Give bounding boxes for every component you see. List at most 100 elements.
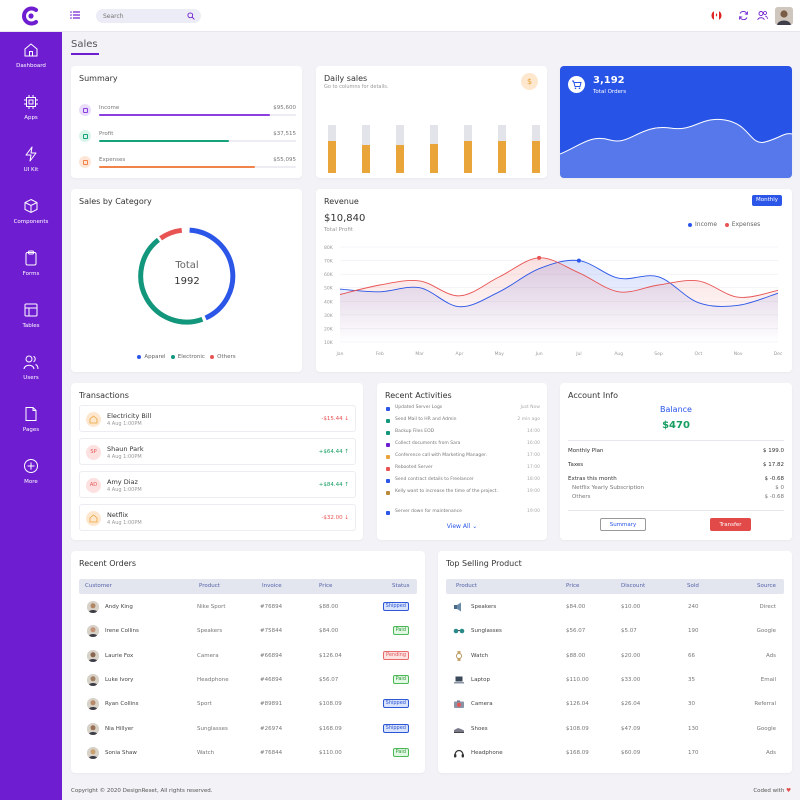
activity-item[interactable]: Server down for maintenance 19:00 bbox=[386, 509, 540, 517]
table-row[interactable]: Andy King Nike Sport #76894 $88.00 Shipped bbox=[71, 601, 425, 615]
table-row[interactable]: Laurie Fox Camera #66894 $126.04 Pending bbox=[71, 649, 425, 664]
data-point-income[interactable] bbox=[576, 258, 581, 263]
series-line-income[interactable] bbox=[339, 259, 779, 308]
users-icon[interactable] bbox=[757, 10, 768, 21]
transaction-row[interactable]: SP Shaun Park 4 Aug 1:00PM +$64.44 ↑ bbox=[79, 438, 356, 465]
daily-sales-bar[interactable] bbox=[328, 141, 336, 173]
data-point-income[interactable] bbox=[459, 306, 460, 307]
data-point-expenses[interactable] bbox=[618, 291, 619, 292]
search-input[interactable] bbox=[103, 11, 183, 21]
col-sold[interactable]: Sold bbox=[687, 583, 699, 589]
transaction-row[interactable]: AD Amy Diaz 4 Aug 1:00PM +$84.44 ↑ bbox=[79, 471, 356, 498]
data-point-expenses[interactable] bbox=[419, 280, 420, 281]
shoes-icon bbox=[453, 724, 465, 734]
table-row[interactable]: Laptop $110.00 $33.00 35 Email bbox=[438, 674, 792, 688]
data-point-expenses[interactable] bbox=[339, 294, 340, 295]
table-row[interactable]: Headphone $168.09 $60.09 170 Ads bbox=[438, 747, 792, 761]
col-discount[interactable]: Discount bbox=[621, 583, 646, 589]
data-point-income[interactable] bbox=[658, 276, 659, 277]
table-row[interactable]: Camera $126.04 $26.04 30 Referral bbox=[438, 698, 792, 712]
data-point-expenses[interactable] bbox=[698, 280, 699, 281]
summary-progress-track bbox=[99, 166, 296, 168]
data-point-expenses[interactable] bbox=[777, 290, 778, 291]
col-invoice[interactable]: Invoice bbox=[262, 583, 282, 589]
data-point-income[interactable] bbox=[499, 291, 500, 292]
activity-item[interactable]: Collect documents from Sara 16:00 bbox=[386, 441, 540, 449]
col-customer[interactable]: Customer bbox=[85, 583, 112, 589]
series-line-expenses[interactable] bbox=[339, 257, 779, 298]
col-product[interactable]: Product bbox=[456, 583, 477, 589]
activity-item[interactable]: Conference call with Marketing Manager. 1… bbox=[386, 453, 540, 461]
data-point-income[interactable] bbox=[698, 302, 699, 303]
table-row[interactable]: Watch $88.00 $20.00 66 Ads bbox=[438, 650, 792, 664]
cart-icon[interactable] bbox=[568, 76, 585, 93]
data-point-income[interactable] bbox=[738, 305, 739, 306]
data-point-expenses[interactable] bbox=[578, 272, 579, 273]
sidebar-item-components[interactable]: Components bbox=[0, 198, 62, 246]
data-point-income[interactable] bbox=[379, 291, 380, 292]
data-point-expenses[interactable] bbox=[537, 255, 542, 260]
daily-sales-bar[interactable] bbox=[464, 141, 472, 173]
data-point-income[interactable] bbox=[339, 288, 340, 289]
daily-sales-bar[interactable] bbox=[532, 141, 540, 173]
table-row[interactable]: Sonia Shaw Watch #76844 $110.00 Paid bbox=[71, 746, 425, 761]
daily-sales-bar[interactable] bbox=[362, 145, 370, 173]
table-row[interactable]: Luke Ivory Headphone #46894 $56.07 Paid bbox=[71, 673, 425, 688]
data-point-expenses[interactable] bbox=[658, 284, 659, 285]
activity-item[interactable]: Send Mail to HR and Admin 2 min ago bbox=[386, 417, 540, 425]
daily-sales-bar[interactable] bbox=[396, 145, 404, 173]
period-selector[interactable]: Monthly bbox=[752, 195, 783, 206]
sidebar-item-pages[interactable]: Pages bbox=[0, 406, 62, 454]
table-icon bbox=[24, 303, 38, 317]
sidebar-item-ui-kit[interactable]: UI Kit bbox=[0, 146, 62, 194]
balance-label: Balance bbox=[660, 405, 692, 414]
search-icon[interactable] bbox=[187, 12, 195, 20]
sidebar-item-tables[interactable]: Tables bbox=[0, 302, 62, 350]
table-row[interactable]: Speakers $84.00 $10.00 240 Direct bbox=[438, 601, 792, 615]
table-row[interactable]: Irene Collins Speakers #75844 $84.00 Paid bbox=[71, 625, 425, 639]
data-point-expenses[interactable] bbox=[499, 276, 500, 277]
sidebar-item-forms[interactable]: Forms bbox=[0, 250, 62, 298]
data-point-income[interactable] bbox=[419, 287, 420, 288]
data-point-income[interactable] bbox=[777, 293, 778, 294]
sidebar-item-dashboard[interactable]: Dashboard bbox=[0, 42, 62, 90]
refresh-icon[interactable] bbox=[738, 10, 749, 21]
data-point-income[interactable] bbox=[538, 268, 539, 269]
col-source[interactable]: Source bbox=[757, 583, 776, 589]
menu-icon[interactable] bbox=[70, 10, 80, 20]
data-point-expenses[interactable] bbox=[379, 284, 380, 285]
data-point-income[interactable] bbox=[618, 278, 619, 279]
transaction-row[interactable]: Netflix 4 Aug 1:00PM -$32.00 ↓ bbox=[79, 504, 356, 531]
data-point-expenses[interactable] bbox=[738, 297, 739, 298]
sidebar-item-apps[interactable]: Apps bbox=[0, 94, 62, 142]
dollar-icon[interactable]: $ bbox=[521, 73, 538, 90]
col-price[interactable]: Price bbox=[319, 583, 333, 589]
data-point-expenses[interactable] bbox=[459, 295, 460, 296]
transaction-row[interactable]: Electricity Bill 4 Aug 1:00PM -$15.44 ↓ bbox=[79, 405, 356, 432]
activity-bullet bbox=[386, 511, 390, 515]
user-avatar[interactable] bbox=[775, 7, 793, 25]
table-row[interactable]: Ryan Collins Sport #89891 $108.09 Shipped bbox=[71, 698, 425, 712]
brand-logo-icon[interactable] bbox=[22, 6, 40, 26]
summary-button[interactable]: Summary bbox=[600, 518, 646, 531]
table-row[interactable]: Sunglasses $56.07 $5.07 190 Google bbox=[438, 625, 792, 639]
activity-item[interactable]: Updated Server Logs Just Now bbox=[386, 405, 540, 413]
transfer-button[interactable]: Transfer bbox=[710, 518, 751, 531]
view-all-link[interactable]: View All ⌄ bbox=[446, 523, 478, 530]
activity-item[interactable]: Send contract details to Freelancer 18:00 bbox=[386, 477, 540, 485]
sidebar-item-more[interactable]: More bbox=[0, 458, 62, 506]
table-row[interactable]: Nia Hillyer Sunglasses #26974 $168.09 Shippe… bbox=[71, 722, 425, 737]
table-header: Product Price Discount Sold Source bbox=[446, 579, 784, 594]
daily-sales-bar[interactable] bbox=[430, 144, 438, 173]
activity-item[interactable]: Rebooted Server 17:00 bbox=[386, 465, 540, 473]
daily-sales-bar[interactable] bbox=[498, 141, 506, 173]
activity-item[interactable]: Backup Files EOD 14:00 bbox=[386, 429, 540, 437]
summary-icon-glyph bbox=[82, 107, 88, 113]
col-product[interactable]: Product bbox=[199, 583, 220, 589]
sidebar-item-users[interactable]: Users bbox=[0, 354, 62, 402]
col-status[interactable]: Status bbox=[392, 583, 410, 589]
activity-item[interactable]: Kelly want to increase the time of the p… bbox=[386, 489, 540, 497]
col-price[interactable]: Price bbox=[566, 583, 580, 589]
canada-flag-icon[interactable] bbox=[711, 10, 722, 21]
table-row[interactable]: Shoes $108.09 $47.09 130 Google bbox=[438, 723, 792, 737]
